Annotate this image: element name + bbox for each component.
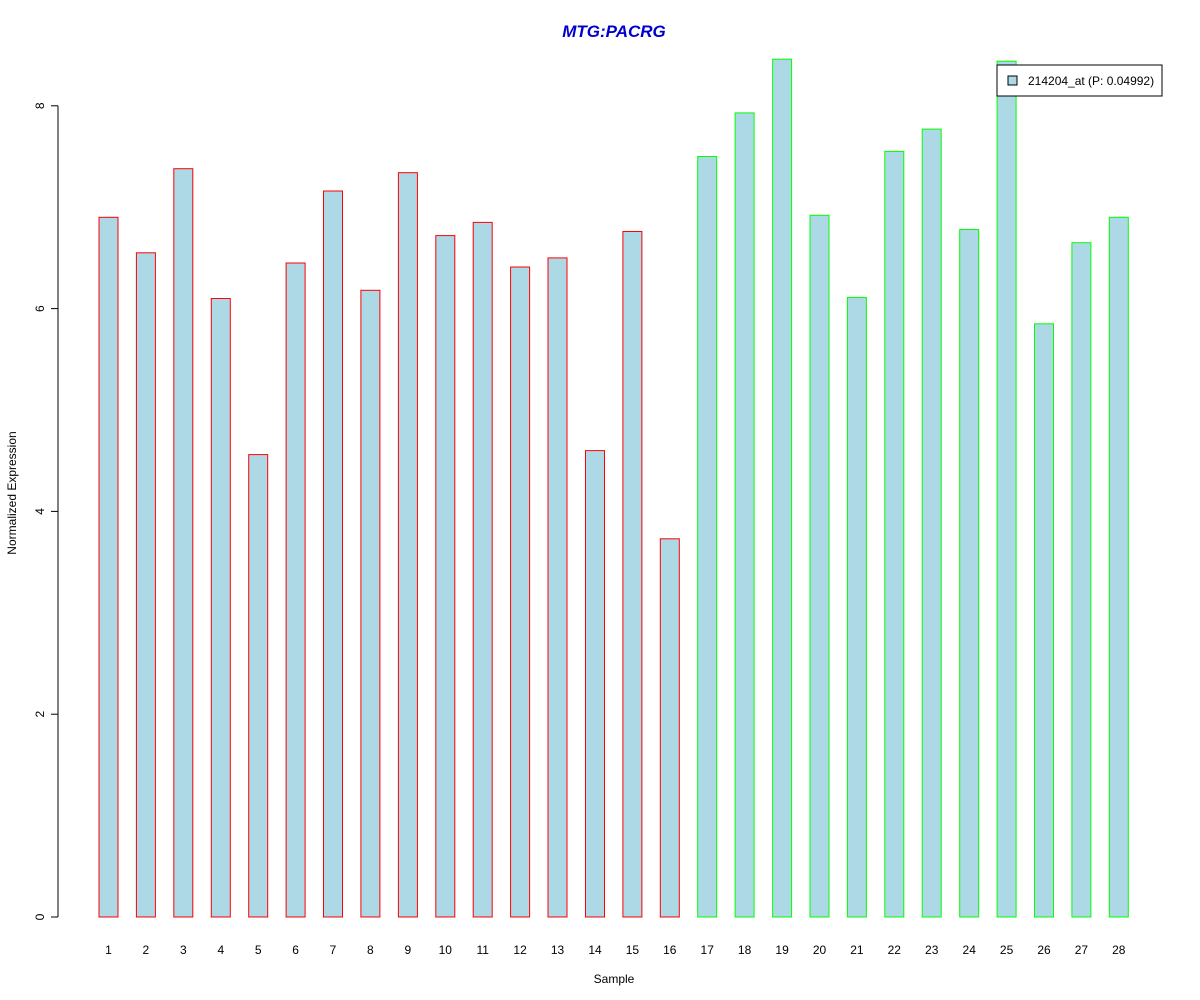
x-tick-label: 12: [513, 943, 527, 957]
bar-sample-14: [585, 450, 605, 918]
bar-sample-2: [135, 252, 156, 918]
x-tick-label: 7: [330, 943, 337, 957]
x-tick-label: 6: [292, 943, 299, 957]
y-tick-label: 6: [33, 305, 47, 312]
y-tick-label: 4: [33, 508, 47, 515]
x-tick-label: 20: [813, 943, 827, 957]
x-tick-label: 11: [476, 943, 489, 957]
x-tick-label: 18: [738, 943, 752, 957]
x-tick-label: 19: [775, 943, 789, 957]
x-tick-label: 17: [701, 943, 715, 957]
y-axis-label: Normalized Expression: [5, 431, 19, 554]
bar-sample-12: [510, 266, 531, 918]
bar-sample-26: [1034, 323, 1054, 918]
y-axis: 0 2 4 6 8: [33, 102, 59, 920]
x-tick-label: 9: [405, 943, 412, 957]
x-axis-label: Sample: [594, 972, 635, 986]
bar-sample-27: [1071, 242, 1092, 918]
bar-sample-6: [285, 262, 306, 918]
bar-sample-7: [323, 190, 343, 918]
x-tick-label: 2: [143, 943, 150, 957]
y-tick-label: 8: [33, 102, 47, 109]
x-tick-label: 1: [105, 943, 112, 957]
bar-sample-24: [959, 229, 980, 918]
bar-sample-23: [921, 128, 942, 918]
x-tick-label: 23: [925, 943, 939, 957]
bar-sample-25: [996, 60, 1017, 918]
x-tick-labels: 1 2 3 4 5 6 7 8 9 10 11 12 13 14 15 16 17 18 19 20 21 22 23 24 2…: [105, 943, 1126, 957]
x-tick-label: 21: [850, 943, 864, 957]
bar-sample-20: [809, 214, 830, 918]
x-tick-label: 26: [1037, 943, 1051, 957]
bar-sample-21: [846, 296, 867, 918]
legend-box: [996, 64, 1163, 97]
x-tick-label: 10: [439, 943, 453, 957]
x-tick-label: 25: [1000, 943, 1014, 957]
x-tick-label: 22: [888, 943, 902, 957]
bar-sample-13: [547, 257, 568, 918]
x-tick-label: 15: [626, 943, 640, 957]
bar-sample-4: [210, 298, 231, 918]
x-tick-label: 4: [217, 943, 224, 957]
x-tick-label: 27: [1075, 943, 1089, 957]
bar-sample-22: [884, 150, 905, 918]
chart-title: MTG:PACRG: [562, 22, 666, 41]
bar-sample-17: [697, 156, 718, 918]
bar-sample-5: [248, 454, 269, 918]
legend: 214204_at (P: 0.04992): [996, 64, 1163, 97]
bar-sample-3: [173, 168, 194, 918]
bar-sample-18: [734, 112, 755, 918]
x-tick-label: 13: [551, 943, 565, 957]
legend-entry-label: 214204_at (P: 0.04992): [1028, 74, 1154, 88]
bars-group: [98, 58, 1129, 918]
x-tick-label: 5: [255, 943, 262, 957]
x-tick-label: 28: [1112, 943, 1126, 957]
x-tick-label: 24: [963, 943, 977, 957]
bar-sample-28: [1108, 216, 1129, 918]
bar-sample-11: [472, 221, 493, 918]
y-tick-label: 0: [33, 913, 47, 920]
legend-swatch: [1007, 75, 1018, 86]
bar-sample-10: [435, 235, 456, 918]
y-tick-label: 2: [33, 711, 47, 718]
bar-sample-8: [360, 289, 381, 918]
bar-sample-16: [659, 538, 680, 918]
bar-sample-19: [772, 58, 793, 918]
bar-sample-1: [98, 216, 119, 918]
bar-sample-9: [397, 172, 418, 918]
x-tick-label: 3: [180, 943, 187, 957]
x-tick-label: 8: [367, 943, 374, 957]
x-tick-label: 16: [663, 943, 677, 957]
x-tick-label: 14: [588, 943, 602, 957]
bar-sample-15: [622, 231, 643, 918]
